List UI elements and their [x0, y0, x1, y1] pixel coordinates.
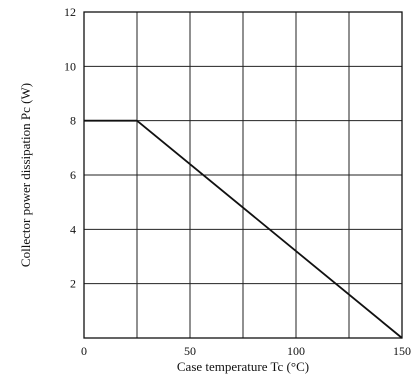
x-tick-label: 0 — [81, 344, 87, 358]
y-tick-label: 4 — [70, 222, 76, 236]
x-tick-label: 150 — [393, 344, 411, 358]
plot-frame — [83, 11, 403, 339]
y-tick-label: 2 — [70, 277, 76, 291]
x-axis-title: Case temperature Tc (°C) — [177, 359, 309, 374]
y-tick-label: 12 — [64, 5, 76, 19]
x-tick-labels: 0 50 100 150 — [81, 344, 411, 358]
y-tick-label: 6 — [70, 168, 76, 182]
y-tick-labels: 2 4 6 8 10 12 — [64, 5, 76, 291]
grid-lines — [84, 12, 402, 338]
series-layer — [84, 119, 403, 339]
y-tick-label: 8 — [70, 114, 76, 128]
x-tick-label: 50 — [184, 344, 196, 358]
y-axis-title: Collector power dissipation Pc (W) — [18, 83, 33, 267]
derating-curve — [84, 119, 403, 339]
y-tick-label: 10 — [64, 59, 76, 73]
x-tick-label: 100 — [287, 344, 305, 358]
